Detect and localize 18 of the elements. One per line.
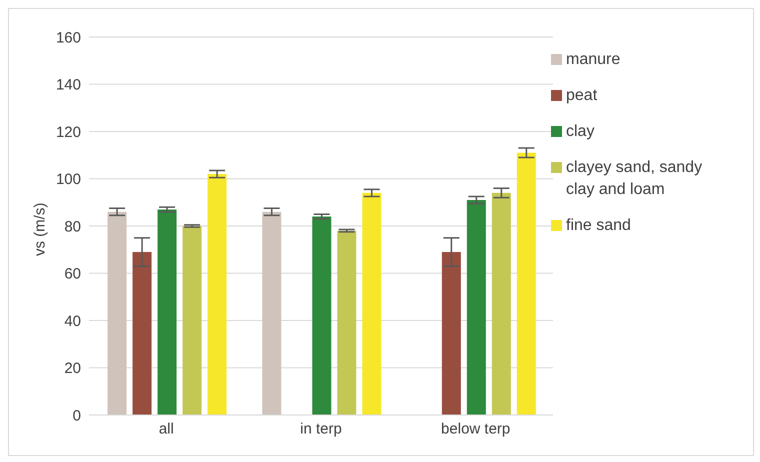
y-axis-title: vs (m/s) bbox=[31, 202, 48, 256]
x-tick-label: all bbox=[158, 420, 174, 438]
y-tick-label: 160 bbox=[56, 29, 81, 46]
legend-label: clay bbox=[566, 122, 596, 142]
y-tick-label: 120 bbox=[56, 124, 81, 141]
y-tick-label: 0 bbox=[72, 407, 81, 424]
y-tick-label: 100 bbox=[56, 171, 81, 188]
legend-label: peat bbox=[566, 86, 598, 106]
y-tick-label: 40 bbox=[64, 312, 81, 330]
y-tick-label: 80 bbox=[64, 218, 81, 236]
x-tick-label: below terp bbox=[441, 420, 510, 438]
y-tick-label: 20 bbox=[64, 360, 81, 378]
legend-label: clayey sand, sandy clay and loam bbox=[566, 158, 704, 200]
y-tick-label: 140 bbox=[56, 76, 81, 94]
legend-label: fine sand bbox=[566, 216, 632, 236]
legend-label: manure bbox=[566, 50, 622, 70]
y-tick-label: 60 bbox=[64, 266, 81, 283]
x-tick-label: in terp bbox=[300, 420, 342, 438]
